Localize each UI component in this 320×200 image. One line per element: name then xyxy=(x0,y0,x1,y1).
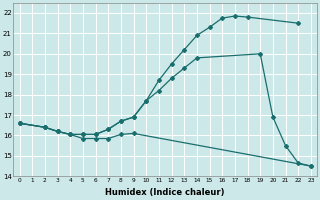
X-axis label: Humidex (Indice chaleur): Humidex (Indice chaleur) xyxy=(106,188,225,197)
